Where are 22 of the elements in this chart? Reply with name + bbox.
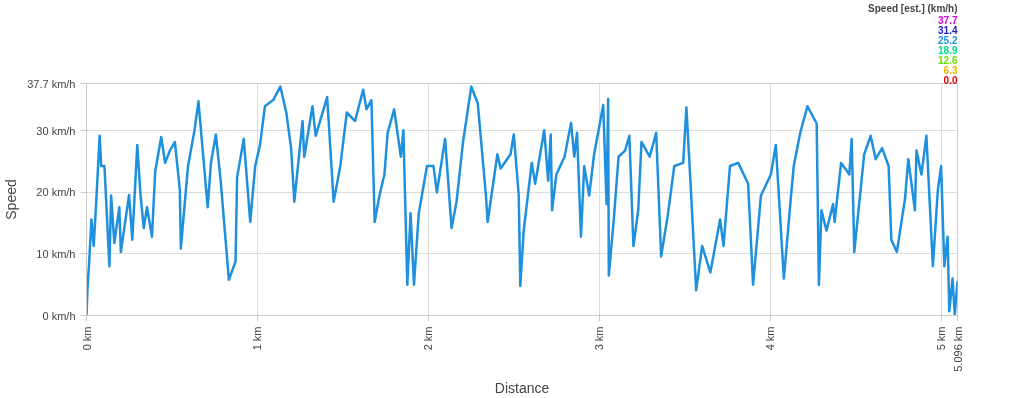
- x-axis-title: Distance: [494, 379, 550, 396]
- text: 18.9: [938, 44, 958, 56]
- x-tick-label: 4 km: [764, 326, 777, 351]
- x-tick-label: 2 km: [422, 326, 435, 351]
- y-tick-label: 20 km/h: [36, 186, 76, 199]
- annotation: 0.0: [943, 74, 958, 86]
- text: 12.6: [938, 54, 958, 66]
- x-tick-label: 3 km: [593, 326, 606, 351]
- y-tick-label: 30 km/h: [36, 124, 76, 137]
- y-tick-label: 10 km/h: [36, 247, 76, 260]
- x-tick-label: 1 km: [251, 326, 264, 351]
- text: 6.3: [943, 64, 958, 76]
- y-axis-title: Speed: [3, 179, 20, 220]
- y-tick-label: 37.7 km/h: [27, 77, 76, 90]
- y-tick-label: 0 km/h: [42, 309, 76, 322]
- color-bar-title: Speed [est.] (km/h): [868, 2, 958, 14]
- text: 37.7: [938, 14, 958, 26]
- text: 31.4: [938, 24, 958, 36]
- x-tick-label: 5.096 km: [951, 326, 964, 372]
- x-tick-label: 5 km: [935, 326, 948, 351]
- x-tick-label: 0 km: [80, 326, 93, 351]
- text: 25.2: [938, 34, 958, 46]
